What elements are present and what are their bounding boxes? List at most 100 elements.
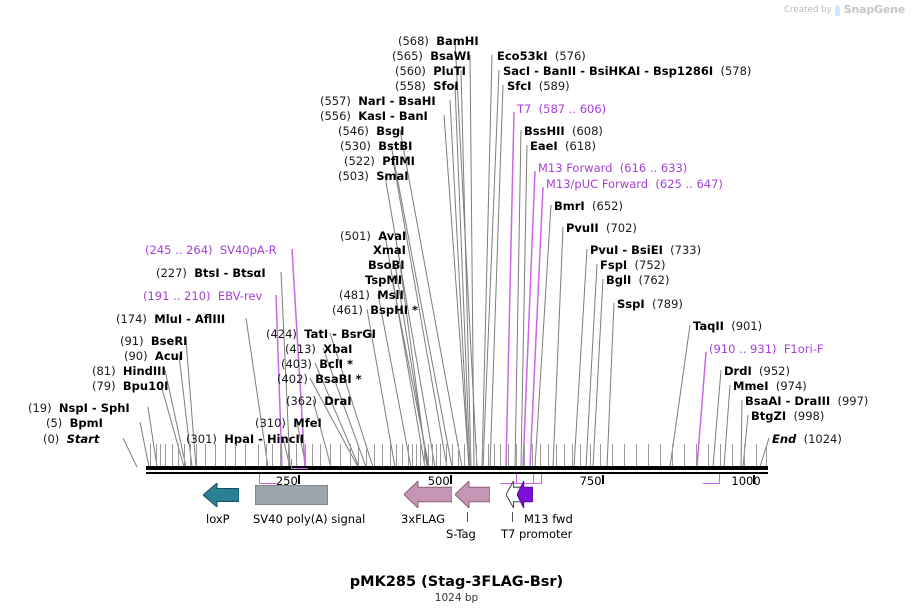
map-label-fspi: FspI (752) xyxy=(600,259,665,271)
cut-site-tick xyxy=(340,444,341,466)
label-names: Bpu10I xyxy=(123,379,168,393)
leader-line xyxy=(329,332,374,468)
label-position: (752) xyxy=(634,258,666,272)
cut-site-tick xyxy=(320,444,321,466)
feature-stag[interactable] xyxy=(454,479,491,510)
cut-site-tick xyxy=(305,444,306,466)
cut-site-tick xyxy=(402,444,403,466)
leader-line xyxy=(454,84,471,468)
label-names: AvaI xyxy=(378,229,406,243)
map-label-sspi: SspI (789) xyxy=(617,298,683,310)
map-label-btgzi: BtgZI (998) xyxy=(751,410,824,422)
label-name: PflMI xyxy=(382,154,415,168)
label-name: KasI xyxy=(358,109,387,123)
axis-bar xyxy=(146,466,768,470)
primer-bracket-m13puc_bracket xyxy=(525,474,542,484)
label-names: DrdI xyxy=(724,364,752,378)
label-name: BsiHKAI xyxy=(588,64,641,78)
label-name: DrdI xyxy=(724,364,752,378)
cut-site-tick xyxy=(600,444,601,466)
axis-tick-mark xyxy=(601,475,604,484)
axis-tick-label: 500 xyxy=(427,474,450,488)
primer-bracket-sv40pa_r_bracket xyxy=(259,474,276,484)
label-position: (616 .. 633) xyxy=(619,161,688,175)
feature-loxp[interactable] xyxy=(202,481,240,509)
feature-flag3x[interactable] xyxy=(403,479,453,510)
label-name: NspI xyxy=(58,401,88,415)
label-names: NspI - SphI xyxy=(59,401,130,415)
leader-line xyxy=(514,129,522,468)
label-names: BsoBI xyxy=(368,258,405,272)
label-name: SacI xyxy=(503,64,531,78)
map-label-bsgi: (546) BsgI xyxy=(338,125,404,137)
map-label-mfei: (310) MfeI xyxy=(255,417,322,429)
snapgene-watermark: Created by SnapGene xyxy=(784,3,905,16)
label-names: SacI - BanII - BsiHKAI - Bsp1286I xyxy=(503,64,713,78)
feature-stem-t7_promoter xyxy=(512,512,513,522)
cut-site-tick xyxy=(330,444,331,466)
feature-label-sv40_polya: SV40 poly(A) signal xyxy=(253,512,366,526)
label-position: (402) xyxy=(277,372,308,386)
label-names: BsgI xyxy=(376,124,404,138)
cut-site-tick xyxy=(160,444,161,466)
label-name: BanI xyxy=(398,109,428,123)
label-name: BspHI * xyxy=(370,303,419,317)
label-names: HindIII xyxy=(123,364,166,378)
leader-line xyxy=(312,399,332,468)
feature-glyph-m13_fwd xyxy=(516,480,534,509)
label-names: BstBI xyxy=(378,139,412,153)
feature-sv40_polya[interactable] xyxy=(254,484,329,506)
map-label-bsabi: (402) BsaBI * xyxy=(277,373,362,385)
label-name: DraIII xyxy=(794,394,831,408)
leader-line xyxy=(280,271,291,468)
cut-site-tick xyxy=(672,444,673,466)
cut-site-tick xyxy=(235,444,236,466)
label-name: MmeI xyxy=(733,379,769,393)
label-position: (568) xyxy=(398,34,429,48)
map-label-bpu10i: (79) Bpu10I xyxy=(92,380,168,392)
map-label-taqii: TaqII (901) xyxy=(693,320,762,332)
cut-site-tick xyxy=(374,444,375,466)
label-names: DraI xyxy=(324,394,351,408)
cut-site-tick xyxy=(458,444,459,466)
feature-label-loxp: loxP xyxy=(206,512,230,526)
label-name: T7 xyxy=(517,102,532,116)
leader-line xyxy=(505,111,515,468)
label-name: BsaHI xyxy=(398,94,436,108)
label-name: BglI xyxy=(606,273,632,287)
label-separator: - xyxy=(576,64,589,78)
label-separator: - xyxy=(386,109,399,123)
map-label-hpai: (301) HpaI - HincII xyxy=(186,433,304,445)
label-position: (652) xyxy=(592,199,623,213)
cut-site-tick xyxy=(190,444,191,466)
cut-site-tick xyxy=(412,444,413,466)
label-names: KasI - BanI xyxy=(358,109,428,123)
label-name: BsaBI * xyxy=(315,372,362,386)
label-position: (227) xyxy=(156,266,187,280)
cut-site-tick xyxy=(296,444,297,466)
label-position: (901) xyxy=(731,319,763,333)
label-position: (558) xyxy=(395,79,426,93)
cut-site-tick xyxy=(572,444,573,466)
feature-m13_fwd[interactable] xyxy=(516,480,534,509)
label-names: Eco53kI xyxy=(497,49,548,63)
feature-glyph-loxp xyxy=(202,481,240,509)
cut-site-tick xyxy=(266,444,267,466)
primer-bracket-f1ori_bracket xyxy=(703,474,720,484)
sequence-length: 1024 bp xyxy=(434,592,479,604)
label-position: (910 .. 931) xyxy=(709,342,777,356)
label-name: BsiEI xyxy=(631,243,663,257)
label-names: TatI - BsrGI xyxy=(304,327,376,341)
label-names: SV40pA-R xyxy=(220,243,277,257)
cut-site-tick xyxy=(258,444,259,466)
label-position: (503) xyxy=(338,169,369,183)
label-name: BpmI xyxy=(69,416,103,430)
label-position: (565) xyxy=(392,49,423,63)
axis-tick-label: 1000 xyxy=(731,474,761,488)
leader-line xyxy=(245,317,269,468)
map-label-drdi: DrdI (952) xyxy=(724,365,790,377)
cut-site-tick xyxy=(312,444,313,466)
cut-site-tick xyxy=(440,444,441,466)
leader-line xyxy=(529,186,544,468)
